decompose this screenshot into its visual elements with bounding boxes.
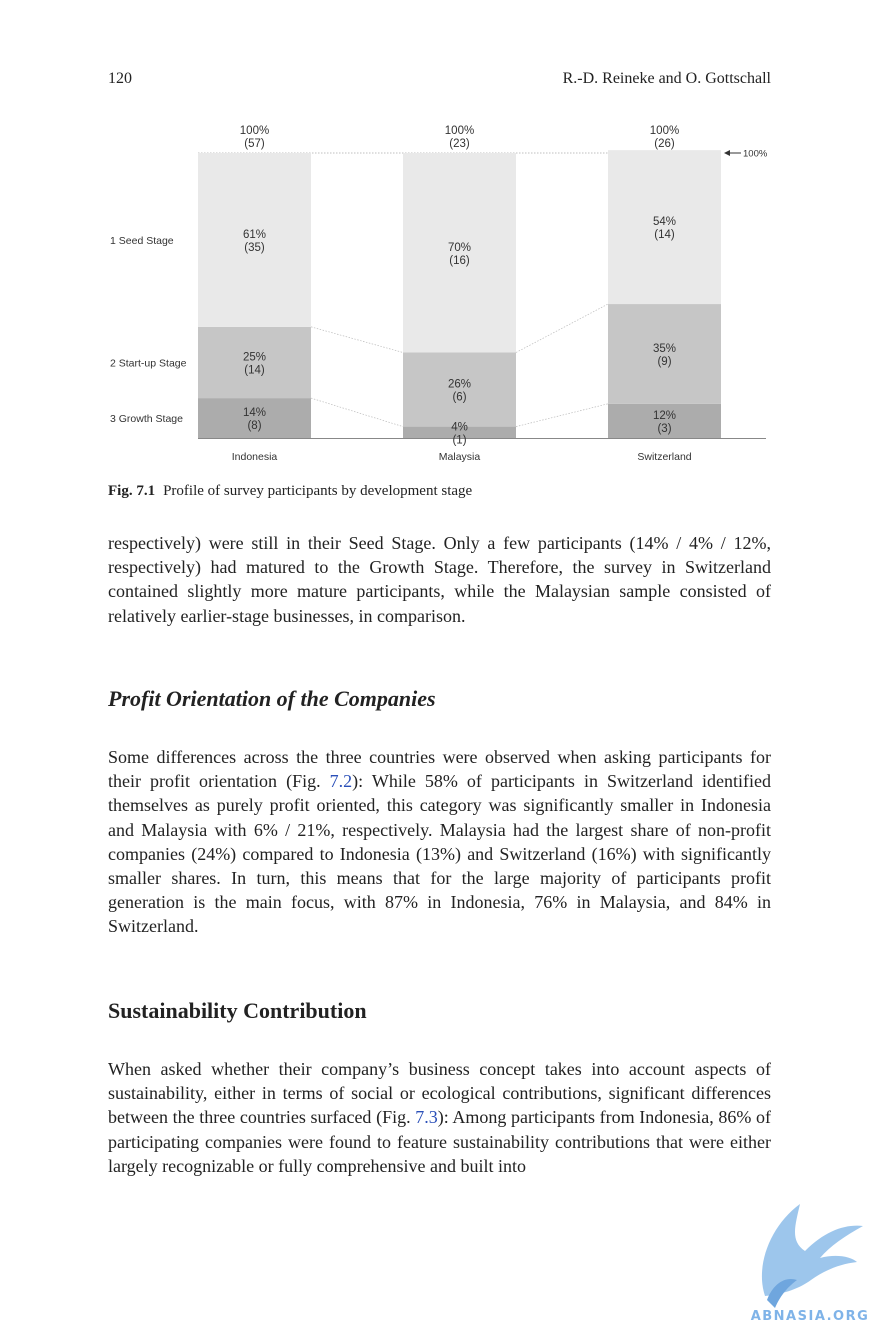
total-label-count: (23) <box>449 138 470 150</box>
data-label-count: (14) <box>244 364 265 376</box>
data-label-pct: 26% <box>448 379 471 391</box>
running-head: R.-D. Reineke and O. Gottschall <box>562 70 771 87</box>
total-label-count: (26) <box>654 138 675 150</box>
paragraph-3: When asked whether their company’s busin… <box>108 1057 771 1178</box>
data-label-count: (8) <box>247 420 261 432</box>
data-label-pct: 70% <box>448 242 471 254</box>
connector-line <box>310 326 404 353</box>
watermark-logo: ABNASIA.ORG <box>751 1204 870 1324</box>
paragraph-3-text-b: ): Among participants from Indonesia, 86… <box>108 1107 771 1176</box>
stage-label: 2 Start-up Stage <box>110 357 187 369</box>
total-label-pct: 100% <box>650 125 679 137</box>
paragraph-2: Some differences across the three countr… <box>108 745 771 939</box>
section-heading-profit: Profit Orientation of the Companies <box>108 686 436 711</box>
bar-malaysia-series-0 <box>403 153 516 353</box>
bar-malaysia-series-1 <box>403 352 516 427</box>
bar-indonesia-series-0 <box>198 153 311 327</box>
bar-indonesia-series-2 <box>198 398 311 438</box>
total-label-pct: 100% <box>445 125 474 137</box>
figure-caption-text: Profile of survey participants by develo… <box>163 483 473 499</box>
connector-line <box>515 303 609 353</box>
data-label-pct: 14% <box>243 407 266 419</box>
paragraph-2-text-b: ): While 58% of participants in Switzerl… <box>108 771 772 937</box>
data-label-pct: 4% <box>451 421 468 433</box>
hundred-arrow-head <box>724 150 730 156</box>
bar-indonesia-series-1 <box>198 326 311 399</box>
total-label-pct: 100% <box>240 125 269 137</box>
data-label-pct: 12% <box>653 410 676 422</box>
bird-logo-icon <box>761 1204 863 1308</box>
data-label-count: (9) <box>657 356 671 368</box>
connector-line <box>310 397 404 427</box>
bar-switzerland-series-1 <box>608 304 721 404</box>
data-label-count: (14) <box>654 229 675 241</box>
page-number: 120 <box>108 70 132 87</box>
data-label-count: (35) <box>244 242 265 254</box>
data-label-pct: 25% <box>243 351 266 363</box>
data-label-count: (3) <box>657 423 671 435</box>
data-label-count: (16) <box>449 255 470 267</box>
hundred-marker-label: 100% <box>743 149 768 160</box>
connector-line <box>515 403 609 427</box>
paragraph-1: respectively) were still in their Seed S… <box>108 533 771 626</box>
data-label-count: (1) <box>452 434 466 446</box>
paragraph-3-text-a: When asked whether their company’s busin… <box>108 1059 771 1128</box>
stage-label: 1 Seed Stage <box>110 235 174 247</box>
bar-switzerland-series-2 <box>608 403 721 438</box>
figure-caption: Fig. 7.1 Profile of survey participants b… <box>108 483 472 500</box>
paragraph-2-text-a: Some differences across the three countr… <box>108 747 771 792</box>
data-label-pct: 61% <box>243 229 266 241</box>
figure-link-7-3[interactable]: 7.3 <box>415 1107 438 1128</box>
svg-text:ABNASIA.ORG: ABNASIA.ORG <box>751 1309 870 1324</box>
data-label-pct: 35% <box>653 343 676 355</box>
category-label: Indonesia <box>232 451 278 463</box>
bar-malaysia-series-2 <box>403 426 516 438</box>
stage-profile-chart: 14%(8)25%(14)61%(35)100%(57)Indonesia4%(… <box>110 125 768 463</box>
data-label-count: (6) <box>452 392 466 404</box>
category-label: Switzerland <box>637 451 691 463</box>
category-label: Malaysia <box>439 451 481 463</box>
figure-link-7-2[interactable]: 7.2 <box>329 771 353 792</box>
data-label-pct: 54% <box>653 216 676 228</box>
total-label-count: (57) <box>244 138 265 150</box>
section-heading-sustainability: Sustainability Contribution <box>108 998 367 1023</box>
figure-label: Fig. 7.1 <box>108 483 156 499</box>
bar-switzerland-series-0 <box>608 150 721 305</box>
stage-label: 3 Growth Stage <box>110 413 183 425</box>
